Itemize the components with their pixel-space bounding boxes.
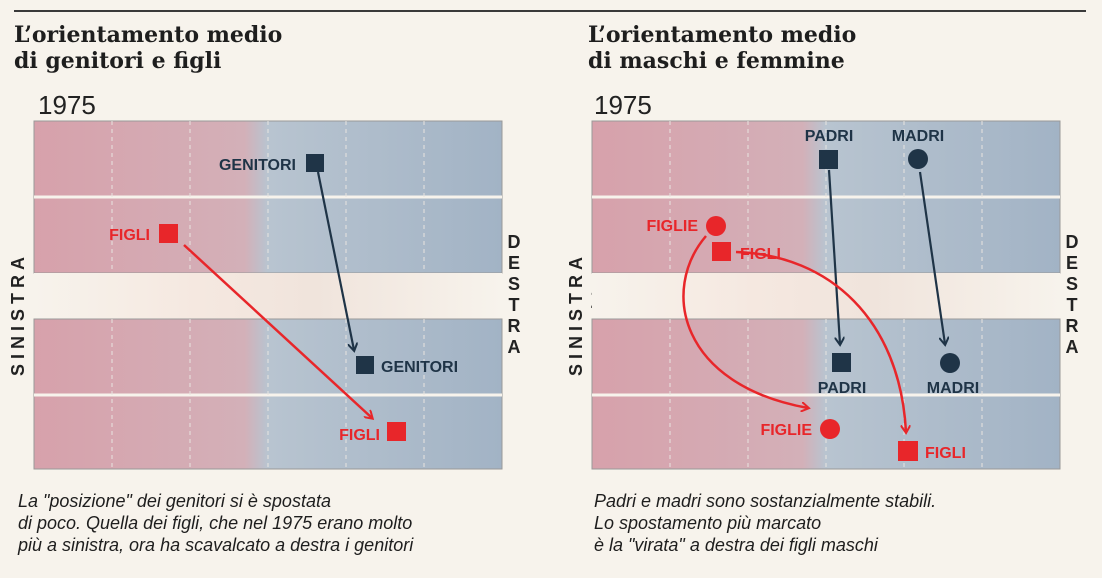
arrow-figlie	[682, 235, 808, 408]
label-genitori-1975: GENITORI	[219, 157, 296, 174]
label-padri-2010: PADRI	[818, 380, 867, 397]
label-figlie-1975: FIGLIE	[646, 218, 698, 235]
label-figli-1975: FIGLI	[109, 227, 150, 244]
label-padri-1975: PADRI	[805, 128, 854, 145]
left-year-1975: 1975	[38, 90, 96, 120]
arrow-madri	[918, 171, 945, 344]
label-figlie-2010: FIGLIE	[760, 422, 812, 439]
label-madri-1975: MADRI	[892, 128, 944, 145]
right-band-2010	[591, 318, 1061, 470]
label-madri-2010: MADRI	[927, 380, 979, 397]
label-figli-2010-right: FIGLI	[925, 445, 966, 462]
marker-figli-1975	[159, 224, 178, 243]
right-panel-title: L’orientamento medio di maschi e femmine	[588, 22, 857, 74]
marker-figli-2010-right	[898, 441, 918, 461]
left-transition-zone	[34, 273, 502, 319]
marker-figlie-2010	[820, 419, 840, 439]
marker-figlie-1975	[706, 216, 726, 236]
label-figli-1975-right: FIGLI	[740, 246, 781, 263]
marker-genitori-1975	[306, 154, 324, 172]
left-band-1975	[33, 120, 503, 274]
marker-figli-2010	[387, 422, 406, 441]
arrow-figli-maschi	[735, 250, 906, 432]
right-year-1975: 1975	[594, 90, 652, 120]
marker-padri-1975	[819, 150, 838, 169]
arrow-figli	[183, 244, 372, 418]
right-caption: Padri e madri sono sostanzialmente stabi…	[594, 491, 937, 555]
left-band-2010	[33, 318, 503, 470]
label-genitori-2010: GENITORI	[381, 359, 458, 376]
label-figli-2010: FIGLI	[339, 427, 380, 444]
marker-madri-2010	[940, 353, 960, 373]
top-rule	[14, 10, 1086, 12]
marker-genitori-2010	[356, 356, 374, 374]
left-panel-title: L’orientamento medio di genitori e figli	[14, 22, 283, 74]
arrow-genitori	[316, 171, 354, 350]
marker-figli-1975-right	[712, 242, 731, 261]
marker-madri-1975	[908, 149, 928, 169]
arrow-padri	[827, 169, 840, 344]
left-caption: La "posizione" dei genitori si è spostat…	[18, 491, 414, 555]
right-transition-zone	[592, 273, 1060, 319]
marker-padri-2010	[832, 353, 851, 372]
right-band-1975	[591, 120, 1061, 274]
